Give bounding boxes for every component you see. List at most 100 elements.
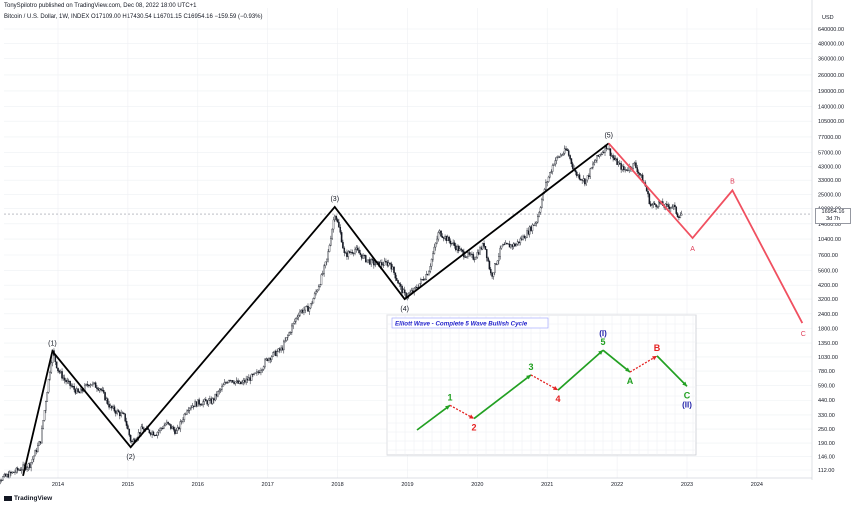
candle-body bbox=[566, 149, 569, 151]
y-tick-label: 146.00 bbox=[818, 454, 835, 460]
candle-body bbox=[524, 237, 527, 239]
candle-body bbox=[141, 426, 144, 430]
candle-body bbox=[446, 236, 449, 241]
candle-body bbox=[350, 252, 352, 253]
candle-body bbox=[399, 283, 402, 287]
candle-body bbox=[338, 221, 340, 228]
y-tick-label: 140000.00 bbox=[818, 104, 844, 110]
candle-body bbox=[203, 399, 206, 402]
candle-body bbox=[311, 302, 313, 304]
candle-body bbox=[178, 427, 180, 430]
candle-body bbox=[655, 204, 657, 207]
candle-body bbox=[187, 410, 190, 412]
candle-body bbox=[344, 252, 347, 254]
candle-body bbox=[117, 410, 120, 413]
candle-body bbox=[102, 390, 105, 393]
candle-body bbox=[511, 244, 514, 247]
candle-body bbox=[606, 148, 609, 150]
candle-body bbox=[2, 476, 4, 481]
y-tick-label: 1800.00 bbox=[818, 326, 838, 332]
candle-body bbox=[313, 293, 316, 299]
candle-body bbox=[519, 238, 522, 244]
candle-body bbox=[101, 389, 104, 391]
candle-body bbox=[578, 174, 581, 180]
candle-body bbox=[115, 411, 117, 414]
candle-body bbox=[100, 388, 102, 391]
candle-body bbox=[323, 265, 325, 274]
y-tick-label: 105000.00 bbox=[818, 119, 844, 125]
candle-body bbox=[328, 245, 331, 252]
candle-body bbox=[197, 399, 199, 407]
candle-body bbox=[229, 380, 231, 382]
publisher-line: TonySpilotro published on TradingView.co… bbox=[4, 3, 197, 9]
candle-body bbox=[520, 238, 523, 240]
candle-body bbox=[37, 445, 39, 452]
candle-body bbox=[152, 431, 155, 436]
candle-body bbox=[227, 380, 230, 383]
candle-body bbox=[7, 473, 10, 478]
candle-body bbox=[464, 256, 467, 258]
candle-body bbox=[436, 238, 438, 244]
candle-body bbox=[112, 406, 114, 409]
candle-body bbox=[46, 392, 49, 402]
candle-body bbox=[460, 248, 462, 251]
candle-body bbox=[386, 261, 389, 266]
candle-body bbox=[410, 290, 413, 293]
candle-body bbox=[671, 206, 673, 208]
candle-body bbox=[489, 268, 492, 274]
candle-body bbox=[27, 463, 30, 468]
candle-body bbox=[479, 247, 481, 255]
candle-body bbox=[184, 413, 187, 415]
x-tick-label: 2022 bbox=[611, 482, 623, 488]
candle-body bbox=[77, 388, 79, 393]
candle-body bbox=[258, 372, 261, 374]
candle-body bbox=[342, 241, 344, 249]
candle-body bbox=[195, 401, 198, 407]
y-tick-label: 10400.00 bbox=[818, 237, 841, 243]
candle-body bbox=[47, 378, 50, 393]
x-tick-label: 2023 bbox=[681, 482, 693, 488]
candle-body bbox=[448, 236, 450, 242]
candle-body bbox=[86, 383, 89, 386]
candle-body bbox=[538, 212, 540, 217]
candle-body bbox=[280, 347, 282, 351]
inset-arrowhead bbox=[469, 414, 474, 419]
y-tick-label: 360000.00 bbox=[818, 56, 844, 62]
y-tick-label: 780.00 bbox=[818, 369, 835, 375]
candle-body bbox=[402, 289, 405, 294]
bar-countdown: 3d 7h bbox=[826, 216, 840, 223]
candle-body bbox=[621, 166, 624, 170]
candle-body bbox=[437, 232, 440, 240]
candle-body bbox=[515, 244, 518, 247]
candle-body bbox=[312, 298, 315, 304]
inset-wave-label: A bbox=[627, 376, 634, 386]
tradingview-logo-icon bbox=[4, 495, 12, 501]
candle-body bbox=[264, 359, 266, 367]
candle-body bbox=[127, 425, 129, 430]
candle-body bbox=[455, 245, 457, 251]
candle-body bbox=[168, 423, 171, 425]
y-tick-label: 112.00 bbox=[818, 468, 834, 474]
candle-body bbox=[456, 246, 458, 251]
candle-body bbox=[409, 291, 411, 294]
candle-body bbox=[371, 259, 374, 261]
candle-body bbox=[88, 385, 90, 387]
candle-body bbox=[268, 357, 270, 361]
candle-body bbox=[198, 399, 200, 405]
candle-body bbox=[76, 388, 78, 394]
candle-body bbox=[305, 305, 308, 307]
candle-body bbox=[624, 169, 626, 171]
tradingview-logo-text: TradingView bbox=[14, 495, 53, 502]
candle-body bbox=[440, 230, 442, 237]
candle-body bbox=[468, 252, 471, 255]
candle-body bbox=[451, 243, 453, 245]
candle-body bbox=[108, 403, 110, 408]
candle-body bbox=[331, 228, 333, 240]
candle-body bbox=[128, 428, 131, 436]
candle-body bbox=[623, 166, 625, 171]
candle-body bbox=[383, 260, 386, 266]
candle-body bbox=[221, 386, 223, 390]
candle-body bbox=[172, 426, 175, 430]
candle-body bbox=[272, 352, 274, 357]
